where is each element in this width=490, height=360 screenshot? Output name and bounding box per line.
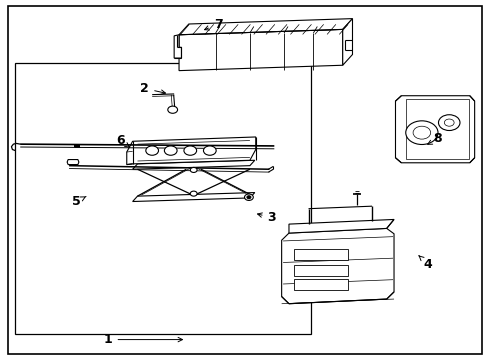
Circle shape	[406, 121, 438, 144]
Polygon shape	[67, 159, 79, 165]
Circle shape	[413, 126, 431, 139]
Circle shape	[146, 146, 159, 155]
Text: 5: 5	[72, 195, 86, 208]
Circle shape	[439, 115, 460, 131]
Circle shape	[444, 119, 454, 126]
Circle shape	[203, 146, 216, 155]
Polygon shape	[179, 30, 343, 71]
Polygon shape	[343, 19, 352, 65]
Circle shape	[168, 106, 177, 113]
Text: 7: 7	[205, 18, 222, 31]
Text: 1: 1	[104, 333, 182, 346]
Text: 4: 4	[419, 256, 433, 271]
Polygon shape	[179, 19, 352, 35]
Polygon shape	[289, 220, 394, 233]
Circle shape	[247, 196, 251, 199]
Polygon shape	[133, 193, 255, 202]
Text: 3: 3	[258, 211, 276, 224]
Polygon shape	[133, 160, 255, 169]
Circle shape	[164, 146, 177, 155]
Polygon shape	[127, 137, 256, 165]
Polygon shape	[282, 228, 394, 304]
Circle shape	[245, 194, 253, 201]
Bar	[15, 63, 311, 334]
Text: 2: 2	[141, 82, 166, 95]
Bar	[294, 279, 347, 290]
Circle shape	[184, 146, 196, 155]
Bar	[294, 265, 347, 276]
Circle shape	[190, 191, 197, 196]
Circle shape	[190, 167, 197, 172]
Polygon shape	[174, 35, 181, 58]
Bar	[294, 249, 347, 260]
Polygon shape	[395, 96, 475, 163]
Text: 8: 8	[428, 132, 442, 145]
Text: 6: 6	[116, 134, 130, 148]
